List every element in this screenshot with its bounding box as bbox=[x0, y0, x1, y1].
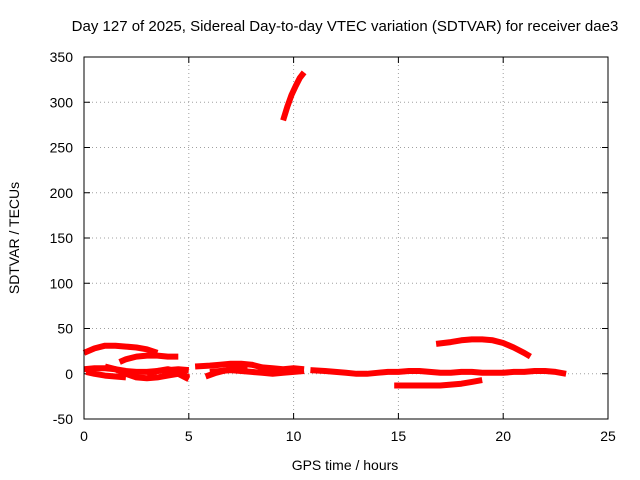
tick-layer: 0 5 10 15 20 25 -50 0 50 100 150 200 250 300 350 bbox=[50, 49, 616, 444]
y-tick-label: 0 bbox=[65, 366, 73, 382]
series-arc-13 bbox=[435, 336, 532, 360]
series-arc-6 bbox=[146, 366, 191, 381]
x-tick-label: 0 bbox=[80, 428, 88, 444]
series-arc-10 bbox=[280, 70, 307, 122]
plot-frame bbox=[83, 56, 609, 420]
x-tick-label: 5 bbox=[185, 428, 193, 444]
y-tick-label: -50 bbox=[53, 411, 73, 427]
series-layer bbox=[82, 70, 567, 389]
y-tick-label: 50 bbox=[57, 321, 73, 337]
x-tick-label: 10 bbox=[286, 428, 302, 444]
series-arc-11 bbox=[310, 367, 567, 377]
y-tick-label: 350 bbox=[50, 49, 74, 65]
chart-title: Day 127 of 2025, Sidereal Day-to-day VTE… bbox=[72, 18, 619, 35]
y-tick-label: 250 bbox=[50, 140, 74, 156]
x-tick-label: 20 bbox=[495, 428, 511, 444]
x-axis-label: GPS time / hours bbox=[292, 457, 399, 473]
series-arc-1 bbox=[82, 342, 159, 356]
series-arc-2 bbox=[118, 352, 179, 365]
grid-layer bbox=[84, 57, 608, 419]
y-tick-label: 150 bbox=[50, 230, 74, 246]
series-arc-12 bbox=[394, 377, 483, 389]
x-tick-label: 25 bbox=[600, 428, 616, 444]
series-arc-9 bbox=[209, 367, 305, 377]
series-arc-5 bbox=[104, 363, 191, 382]
series-arc-7 bbox=[194, 360, 305, 373]
y-tick-label: 200 bbox=[50, 185, 74, 201]
y-axis-label: SDTVAR / TECUs bbox=[6, 182, 22, 294]
y-tick-label: 100 bbox=[50, 275, 74, 291]
series-arc-4 bbox=[85, 368, 127, 381]
x-tick-label: 15 bbox=[391, 428, 407, 444]
y-tick-label: 300 bbox=[50, 94, 74, 110]
